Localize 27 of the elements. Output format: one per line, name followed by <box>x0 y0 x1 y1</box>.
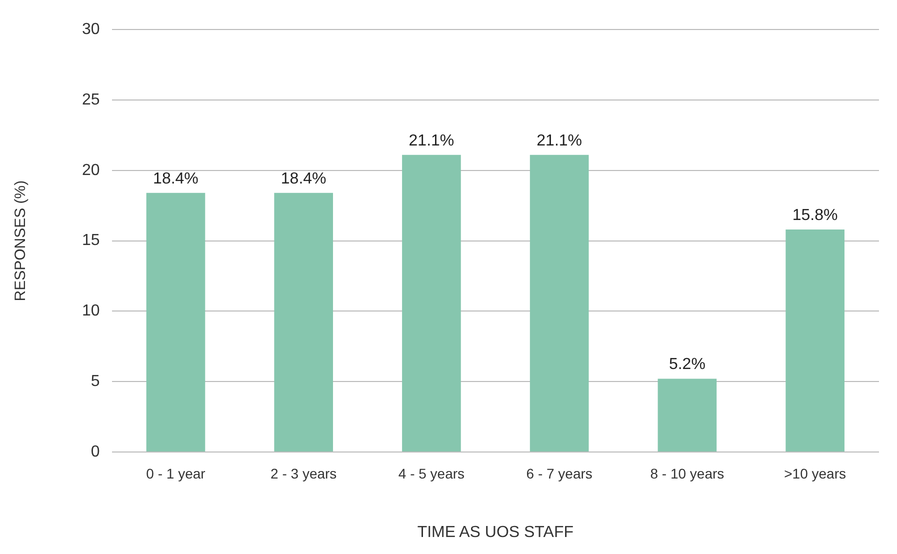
data-label: 15.8% <box>792 206 838 224</box>
data-label: 21.1% <box>536 132 582 150</box>
y-tick-label: 0 <box>90 443 100 460</box>
x-axis-title: TIME AS UOS STAFF <box>417 524 574 541</box>
x-tick-label: 2 - 3 years <box>270 465 337 482</box>
x-tick-label: >10 years <box>784 465 846 482</box>
x-tick-label: 6 - 7 years <box>526 465 592 482</box>
y-tick-label: 15 <box>82 232 100 250</box>
y-tick-label: 10 <box>82 302 100 320</box>
x-tick-label: 4 - 5 years <box>398 465 465 482</box>
bar <box>402 154 461 452</box>
y-axis-title: RESPONSES (%) <box>12 180 30 302</box>
x-tick-label: 8 - 10 years <box>650 465 724 482</box>
data-label: 21.1% <box>408 132 454 150</box>
bar <box>146 192 206 452</box>
y-tick-label: 25 <box>82 91 100 108</box>
y-tick-label: 20 <box>82 162 100 179</box>
bar <box>786 230 844 452</box>
y-tick-label: 30 <box>82 21 100 38</box>
data-label: 18.4% <box>280 170 326 188</box>
bar <box>530 154 589 452</box>
y-tick-label: 5 <box>90 373 100 390</box>
data-label: 18.4% <box>153 170 198 188</box>
data-label: 5.2% <box>668 356 706 374</box>
x-tick-label: 0 - 1 year <box>146 465 206 482</box>
bar <box>658 378 717 452</box>
bar <box>274 192 334 452</box>
